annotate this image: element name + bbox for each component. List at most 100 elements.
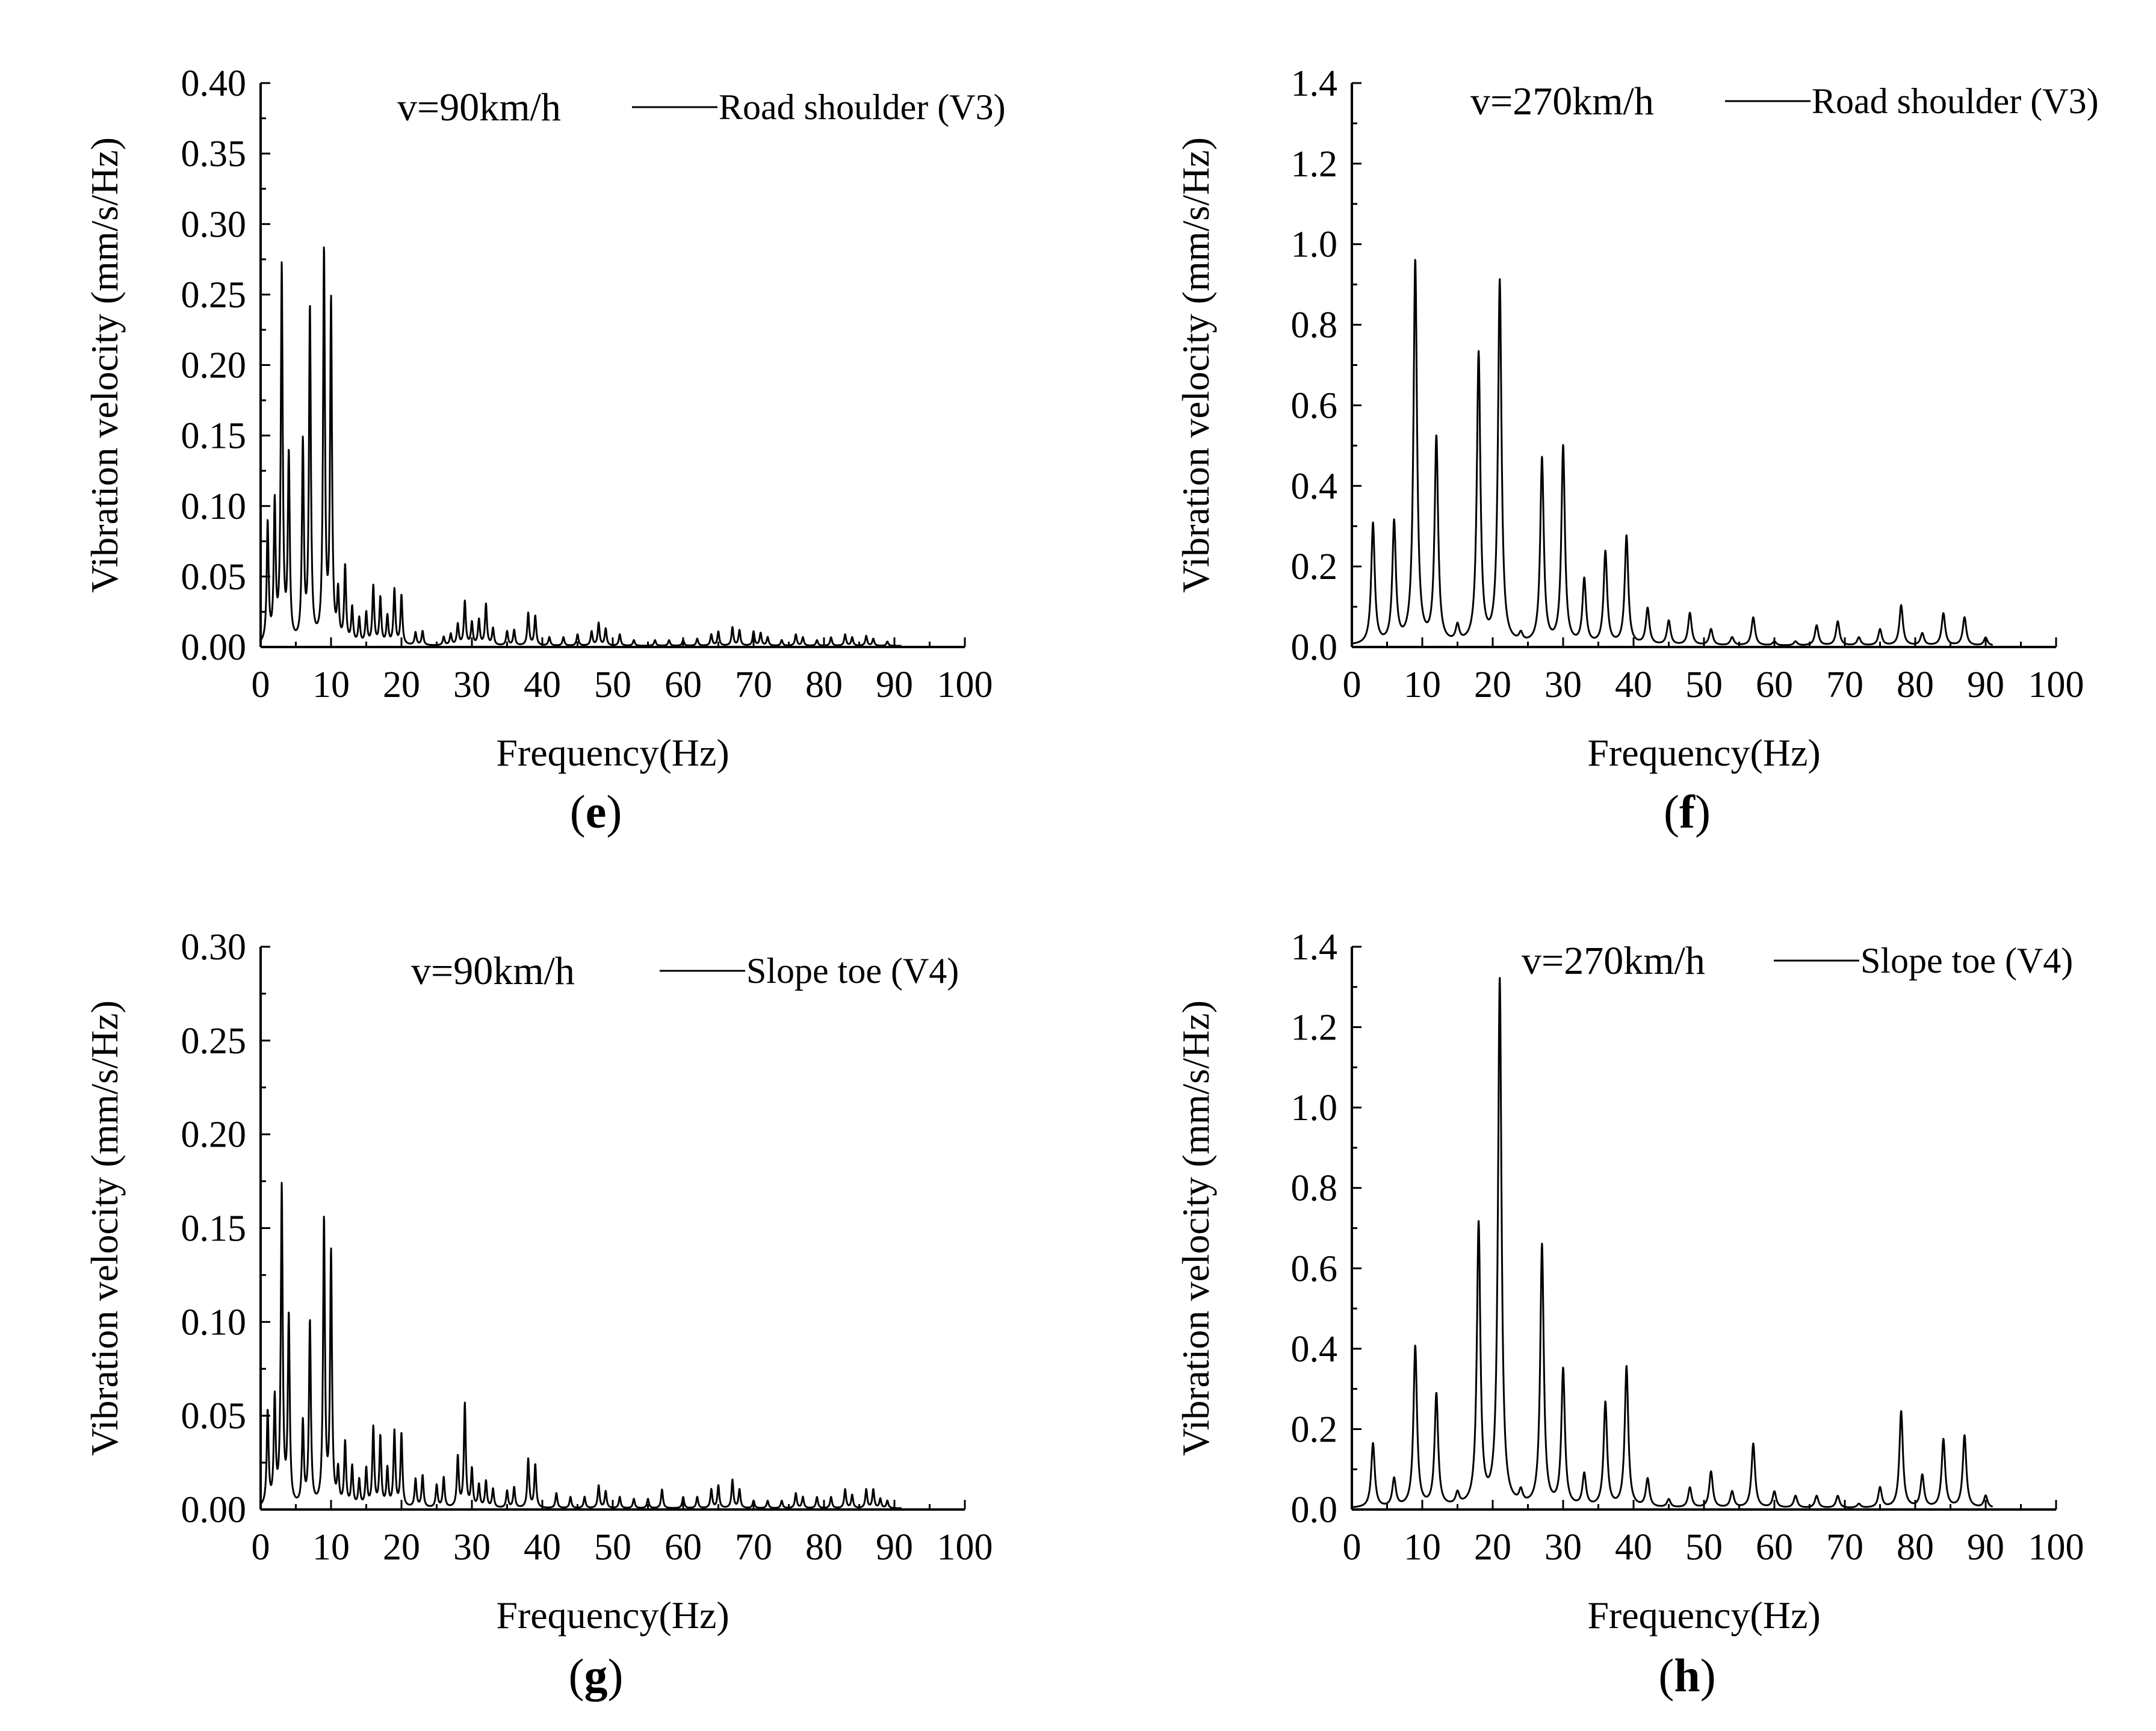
speed-annotation: v=270km/h (1470, 79, 1654, 123)
x-tick-label: 90 (1967, 1527, 2004, 1568)
x-tick-label: 60 (1756, 1527, 1793, 1568)
y-tick-label: 1.2 (1291, 144, 1338, 185)
panel-letter: g (584, 1649, 608, 1702)
y-tick-label: 0.35 (181, 134, 247, 175)
y-tick-label: 1.0 (1291, 225, 1338, 265)
x-tick-label: 60 (664, 1527, 702, 1568)
y-tick-label: 0.15 (181, 416, 247, 457)
x-tick-label: 40 (1615, 1527, 1652, 1568)
caption-close-paren: ) (1695, 785, 1711, 838)
caption-close-paren: ) (608, 1649, 624, 1702)
caption-open-paren: ( (1664, 785, 1679, 838)
y-tick-label: 0.10 (181, 1302, 247, 1343)
caption-open-paren: ( (1658, 1649, 1674, 1702)
speed-annotation: v=270km/h (1522, 939, 1705, 983)
spectrum-series-line (259, 246, 902, 647)
y-tick-label: 0.2 (1291, 1409, 1338, 1450)
y-tick-label: 0.20 (181, 345, 247, 386)
x-tick-label: 70 (735, 1527, 772, 1568)
panel-caption: (f) (1664, 785, 1711, 838)
x-tick-label: 100 (937, 1527, 993, 1568)
x-tick-label: 70 (1826, 1527, 1863, 1568)
y-axis-label: Vibration velocity (mm/s/Hz) (83, 1000, 126, 1456)
x-tick-label: 10 (312, 664, 350, 705)
x-axis-label: Frequency(Hz) (1587, 1594, 1820, 1637)
y-axis-label: Vibration velocity (mm/s/Hz) (1174, 137, 1217, 593)
y-tick-label: 0.00 (181, 1490, 247, 1531)
y-tick-label: 0.20 (181, 1115, 247, 1156)
x-tick-label: 50 (594, 1527, 631, 1568)
chart-panel-e: 0 10 20 30 40 50 60 70 80 90 100 0.00 0.05 0.10 0.15 0.… (83, 63, 1006, 838)
x-tick-label: 80 (805, 1527, 843, 1568)
spectrum-series-line (259, 1181, 902, 1510)
y-tick-label: 0.15 (181, 1209, 247, 1249)
x-tick-label: 80 (805, 664, 843, 705)
x-tick-label: 90 (876, 1527, 913, 1568)
y-tick-label: 0.6 (1291, 385, 1338, 426)
chart-panel-h: 0 10 20 30 40 50 60 70 80 90 100 0.0 0.2 0.4 0.6 0.8 1.0… (1174, 927, 2084, 1702)
x-tick-label: 80 (1897, 664, 1934, 705)
y-tick-label: 1.0 (1291, 1088, 1338, 1129)
x-tick-label: 100 (937, 664, 993, 705)
y-tick-label: 0.10 (181, 486, 247, 527)
y-tick-label: 0.8 (1291, 1168, 1338, 1209)
y-tick-label: 0.30 (181, 927, 247, 968)
speed-annotation: v=90km/h (411, 949, 575, 993)
spectrum-series-line (1351, 259, 1993, 646)
x-tick-label: 10 (1404, 664, 1441, 705)
x-tick-label: 100 (2028, 664, 2084, 705)
x-tick-label: 80 (1897, 1527, 1934, 1568)
y-tick-label: 0.4 (1291, 1329, 1338, 1370)
y-axis-label: Vibration velocity (mm/s/Hz) (1174, 1000, 1217, 1456)
y-tick-label: 0.05 (181, 557, 247, 598)
x-tick-label: 50 (1685, 664, 1723, 705)
x-tick-label: 30 (453, 664, 491, 705)
legend-label: Road shoulder (V3) (719, 87, 1006, 127)
x-tick-label: 50 (594, 664, 631, 705)
spectrum-series-line (1351, 977, 1993, 1508)
y-tick-label: 0.6 (1291, 1248, 1338, 1289)
x-tick-label: 60 (664, 664, 702, 705)
x-tick-label: 100 (2028, 1527, 2084, 1568)
y-tick-label: 0.40 (181, 63, 247, 104)
x-tick-label: 10 (312, 1527, 350, 1568)
legend-label: Slope toe (V4) (746, 951, 959, 991)
y-tick-label: 0.2 (1291, 547, 1338, 587)
y-tick-label: 0.4 (1291, 466, 1338, 507)
x-tick-label: 0 (252, 664, 270, 705)
x-tick-label: 40 (1615, 664, 1652, 705)
y-tick-label: 1.4 (1291, 927, 1338, 968)
caption-open-paren: ( (569, 1649, 584, 1702)
x-tick-label: 0 (252, 1527, 270, 1568)
chart-panel-g: 0 10 20 30 40 50 60 70 80 90 100 0.00 0.05 0.10 0.15 0.… (83, 927, 993, 1702)
x-axis-label: Frequency(Hz) (496, 1594, 729, 1637)
y-tick-label: 0.30 (181, 204, 247, 245)
x-tick-label: 60 (1756, 664, 1793, 705)
x-axis-label: Frequency(Hz) (1587, 731, 1820, 774)
chart-panel-f: 0 10 20 30 40 50 60 70 80 90 100 0.0 0.2 0.4 0.6 0.8 1.0… (1174, 63, 2099, 838)
y-tick-label: 0.8 (1291, 305, 1338, 346)
speed-annotation: v=90km/h (397, 85, 561, 129)
x-tick-label: 20 (1474, 664, 1511, 705)
x-tick-label: 30 (1544, 1527, 1582, 1568)
chart-panels: 0 10 20 30 40 50 60 70 80 90 1000.000.050.100.150.… (83, 63, 2099, 1702)
y-tick-label: 0.0 (1291, 627, 1338, 668)
y-tick-label: 0.00 (181, 627, 247, 668)
x-tick-label: 90 (1967, 664, 2004, 705)
caption-close-paren: ) (1700, 1649, 1716, 1702)
x-tick-label: 30 (1544, 664, 1582, 705)
x-tick-label: 90 (876, 664, 913, 705)
x-tick-label: 40 (524, 664, 561, 705)
y-tick-label: 0.25 (181, 274, 247, 315)
panel-caption: (g) (569, 1649, 624, 1702)
x-tick-label: 0 (1343, 1527, 1361, 1568)
y-tick-label: 0.05 (181, 1396, 247, 1437)
panel-caption: (h) (1658, 1649, 1715, 1702)
caption-open-paren: ( (570, 785, 586, 838)
y-axis-label: Vibration velocity (mm/s/Hz) (83, 137, 126, 593)
y-tick-label: 1.2 (1291, 1008, 1338, 1048)
x-tick-label: 20 (383, 1527, 420, 1568)
legend-label: Road shoulder (V3) (1812, 81, 2099, 121)
y-tick-label: 0.25 (181, 1021, 247, 1062)
